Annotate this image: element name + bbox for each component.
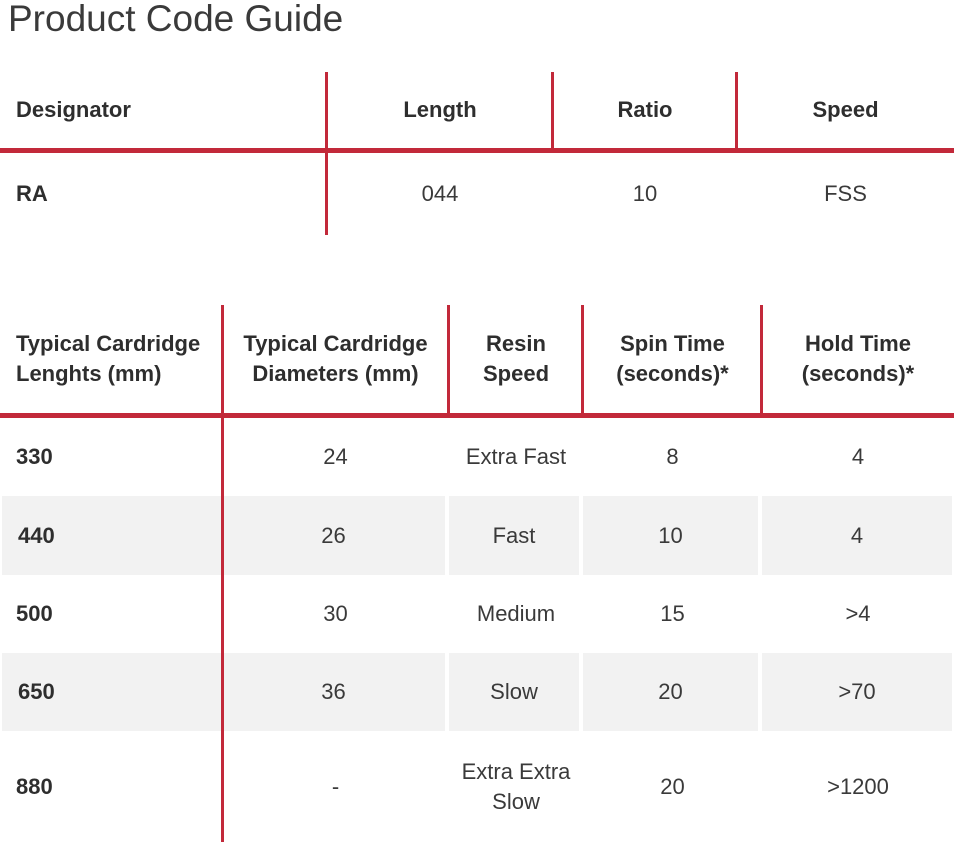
- cell-diameter: -: [331, 773, 340, 799]
- cell-resin-speed: Fast: [449, 496, 583, 575]
- cell-hold-time: >70: [762, 653, 954, 731]
- cell-diameter: 26: [222, 496, 449, 575]
- cell-length-value: 044: [421, 181, 459, 206]
- column-header-speed: Speed: [812, 97, 879, 122]
- cell-spin-time: 15: [660, 601, 685, 626]
- cell-hold-time: 4: [762, 496, 954, 575]
- page-title: Product Code Guide: [8, 0, 344, 39]
- table-row: 500 30 Medium 15 >4: [0, 575, 954, 653]
- product-code-header-row: Designator Length Ratio Speed: [0, 72, 954, 148]
- cell-ratio-value: 10: [632, 181, 658, 206]
- cell-hold-time: 4: [851, 444, 865, 469]
- cartridge-header-row: Typical Cardridge Lenghts (mm) Typical C…: [0, 305, 954, 413]
- column-header-spin-time: Spin Time (seconds)*: [616, 331, 729, 386]
- cell-resin-speed: Extra Fast: [465, 444, 567, 469]
- cell-diameter: 30: [323, 601, 348, 626]
- cell-diameter: 36: [222, 653, 449, 731]
- column-header-cartridge-lengths: Typical Cardridge Lenghts (mm): [16, 331, 201, 386]
- column-header-cartridge-diameters: Typical Cardridge Diameters (mm): [243, 331, 428, 386]
- column-divider: [735, 72, 738, 148]
- cell-speed-value: FSS: [824, 181, 867, 206]
- header-divider-line: [0, 148, 954, 153]
- cell-diameter: 24: [323, 444, 348, 469]
- cell-hold-time: >1200: [827, 773, 889, 799]
- cell-length: 650: [0, 653, 222, 731]
- cell-resin-speed: Extra Extra Slow: [461, 758, 571, 814]
- cell-designator-value: RA: [16, 181, 48, 206]
- cell-length: 330: [16, 444, 53, 469]
- table-row: RA 044 10 FSS: [0, 153, 954, 235]
- cell-spin-time: 8: [666, 444, 679, 469]
- cell-spin-time: 20: [660, 773, 685, 799]
- cell-resin-speed: Medium: [476, 601, 556, 626]
- cell-length: 440: [0, 496, 222, 575]
- column-divider: [325, 72, 328, 235]
- column-header-designator: Designator: [16, 97, 131, 122]
- column-header-ratio: Ratio: [617, 97, 673, 122]
- table-row: 330 24 Extra Fast 8 4: [0, 418, 954, 496]
- cell-spin-time: 10: [583, 496, 762, 575]
- column-header-resin-speed: Resin Speed: [482, 331, 550, 386]
- table-row: 440 26 Fast 10 4: [0, 496, 954, 575]
- table-row: 880 - Extra Extra Slow 20 >1200: [0, 731, 954, 842]
- column-divider: [221, 305, 224, 842]
- cartridge-spec-table: Typical Cardridge Lenghts (mm) Typical C…: [0, 305, 954, 842]
- column-header-hold-time: Hold Time (seconds)*: [801, 331, 915, 386]
- column-divider: [581, 305, 584, 413]
- cell-spin-time: 20: [583, 653, 762, 731]
- column-divider: [551, 72, 554, 148]
- header-divider-line: [0, 413, 954, 418]
- column-header-length: Length: [403, 97, 477, 122]
- cell-length: 500: [16, 601, 53, 626]
- cell-length: 880: [16, 773, 53, 799]
- table-row: 650 36 Slow 20 >70: [0, 653, 954, 731]
- cell-resin-speed: Slow: [449, 653, 583, 731]
- cell-hold-time: >4: [845, 601, 871, 626]
- column-divider: [447, 305, 450, 413]
- product-code-table: Designator Length Ratio Speed RA 044 10 …: [0, 72, 954, 235]
- column-divider: [760, 305, 763, 413]
